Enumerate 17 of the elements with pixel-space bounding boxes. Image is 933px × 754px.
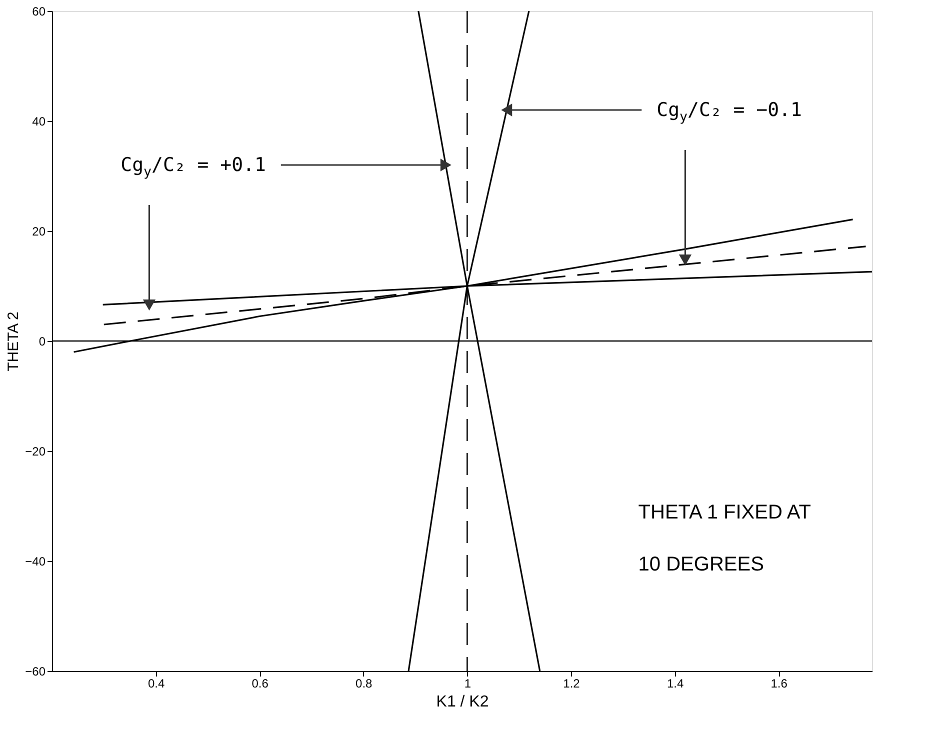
y-axis-title: THETA 2	[5, 312, 22, 372]
x-tick-label: 1.4	[666, 676, 684, 690]
y-tick-label: 0	[38, 334, 46, 348]
x-tick-label: 1.2	[563, 676, 580, 690]
text: THETA 1 FIXED AT 10 DEGREES	[638, 502, 811, 576]
x-tick-label: 0.8	[356, 676, 373, 690]
y-tick-label: 20	[32, 224, 46, 238]
x-tick-label: 1	[464, 676, 472, 690]
y-tick-label: −40	[25, 554, 46, 568]
x-axis-title: K1 / K2	[436, 694, 489, 710]
x-tick-label: 0.6	[252, 676, 269, 690]
x-tick-label: 1.6	[770, 676, 788, 690]
y-tick-label: −20	[25, 444, 46, 458]
y-tick-label: 60	[32, 4, 46, 18]
x-tick-label: 0.4	[148, 676, 165, 690]
y-tick-label: 40	[32, 114, 46, 128]
y-tick-label: −60	[25, 664, 46, 678]
